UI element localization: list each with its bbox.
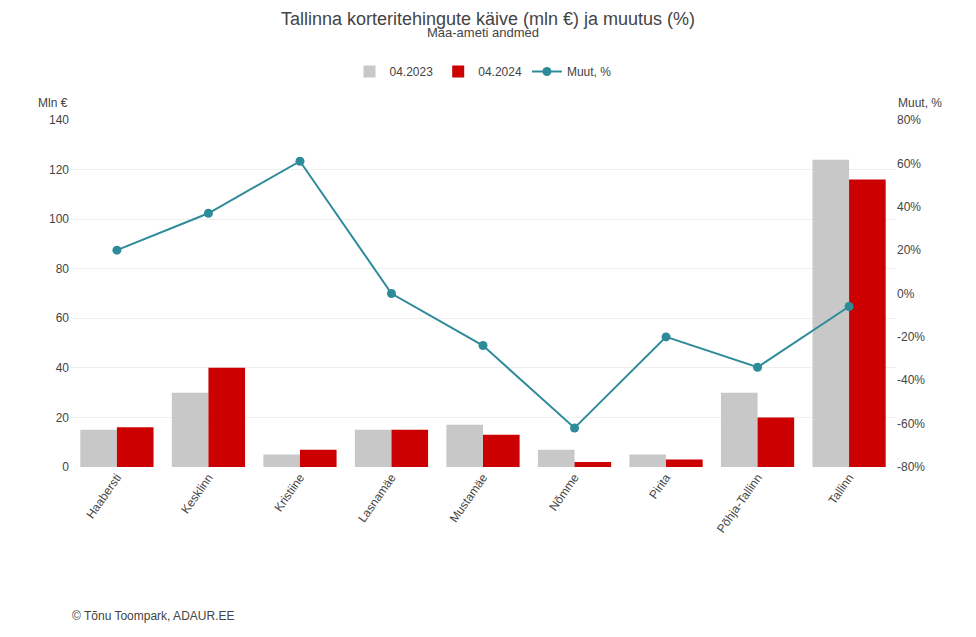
svg-text:100: 100 (49, 212, 69, 226)
svg-text:20%: 20% (897, 243, 921, 257)
svg-text:Nõmme: Nõmme (546, 471, 582, 514)
svg-text:80%: 80% (897, 113, 921, 127)
svg-text:0: 0 (62, 460, 69, 474)
svg-text:Kesklinn: Kesklinn (178, 471, 215, 516)
svg-text:20: 20 (56, 411, 70, 425)
svg-text:Pirita: Pirita (646, 471, 673, 502)
svg-text:Muut, %: Muut, % (898, 96, 942, 110)
svg-text:40: 40 (56, 361, 70, 375)
svg-text:Kristiine: Kristiine (271, 471, 307, 514)
svg-text:-80%: -80% (897, 460, 925, 474)
svg-text:0%: 0% (897, 287, 915, 301)
svg-text:04.2023: 04.2023 (390, 65, 434, 79)
svg-text:Maa-ameti andmed: Maa-ameti andmed (427, 25, 539, 40)
svg-text:Mln €: Mln € (38, 96, 68, 110)
svg-text:140: 140 (49, 113, 69, 127)
svg-text:120: 120 (49, 163, 69, 177)
svg-text:-60%: -60% (897, 417, 925, 431)
svg-text:Mustamäe: Mustamäe (447, 471, 491, 525)
svg-text:-20%: -20% (897, 330, 925, 344)
svg-text:Tallinna korteritehingute käiv: Tallinna korteritehingute käive (mln €) … (281, 9, 695, 29)
svg-text:-40%: -40% (897, 373, 925, 387)
svg-text:Muut, %: Muut, % (567, 65, 611, 79)
svg-text:04.2024: 04.2024 (478, 65, 522, 79)
svg-text:40%: 40% (897, 200, 921, 214)
svg-text:60%: 60% (897, 157, 921, 171)
svg-text:Lasnamäe: Lasnamäe (355, 471, 399, 525)
svg-text:© Tõnu Toompark, ADAUR.EE: © Tõnu Toompark, ADAUR.EE (72, 609, 234, 623)
svg-text:Haabersti: Haabersti (83, 471, 124, 521)
svg-text:Põhja-Tallinn: Põhja-Tallinn (714, 471, 765, 535)
svg-text:60: 60 (56, 311, 70, 325)
svg-text:Tallinn: Tallinn (825, 471, 856, 507)
svg-text:80: 80 (56, 262, 70, 276)
